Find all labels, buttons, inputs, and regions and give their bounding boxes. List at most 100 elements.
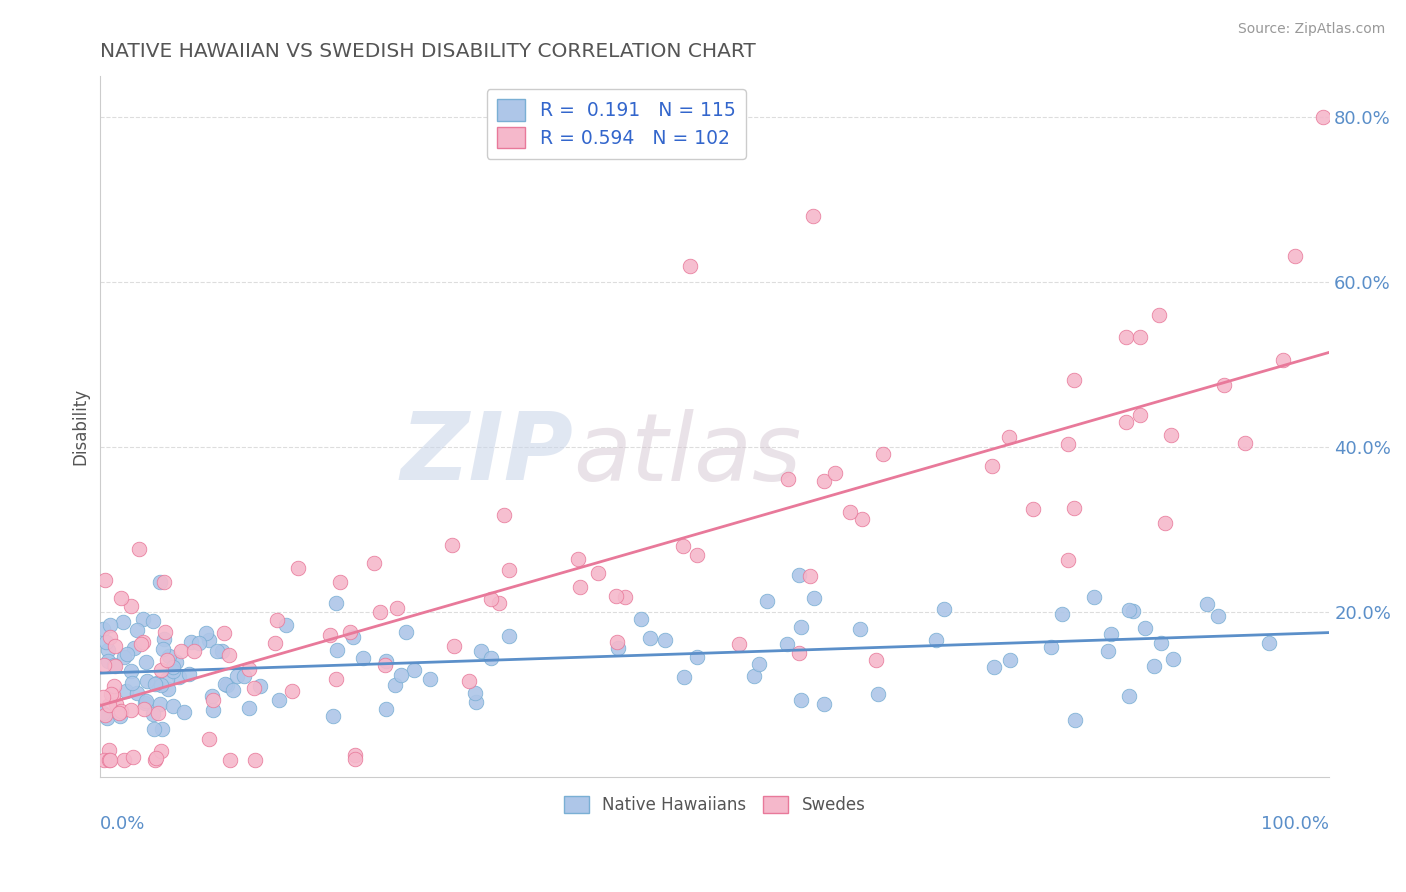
Point (686, 549, 709, 563)
Point (1208, 609, 1230, 624)
Point (143, 753, 166, 767)
Point (104, 639, 127, 653)
Point (134, 696, 156, 710)
Point (342, 630, 364, 644)
Point (198, 632, 221, 647)
Point (94, 707, 117, 722)
Point (225, 669, 247, 683)
Point (274, 618, 297, 632)
Point (162, 660, 184, 674)
Point (143, 677, 166, 691)
Point (498, 563, 520, 577)
Point (149, 678, 172, 692)
Point (1063, 374, 1085, 388)
Point (148, 697, 170, 711)
Point (606, 635, 628, 649)
Point (115, 684, 138, 698)
Point (419, 673, 441, 687)
Point (96, 711, 118, 725)
Point (103, 658, 125, 673)
Point (1163, 652, 1185, 666)
Point (243, 681, 266, 695)
Point (94, 635, 117, 649)
Point (1154, 516, 1177, 531)
Point (1050, 607, 1073, 622)
Point (443, 639, 465, 653)
Point (630, 612, 652, 626)
Point (1057, 552, 1080, 566)
Point (143, 722, 166, 736)
Point (125, 623, 148, 637)
Point (1135, 621, 1157, 635)
Point (932, 602, 955, 616)
Point (129, 637, 152, 651)
Point (1115, 329, 1137, 343)
Point (121, 676, 143, 690)
Point (222, 683, 245, 698)
Point (91, 706, 114, 721)
Point (404, 663, 426, 677)
Point (1129, 408, 1152, 422)
Point (813, 697, 835, 711)
Point (1022, 502, 1045, 516)
Point (145, 750, 167, 764)
Point (243, 753, 266, 767)
Point (787, 568, 810, 582)
Point (755, 594, 778, 608)
Point (925, 633, 948, 648)
Point (98, 753, 121, 767)
Point (586, 566, 609, 580)
Point (1147, 308, 1170, 322)
Point (319, 627, 342, 641)
Point (799, 568, 821, 582)
Point (1083, 590, 1105, 604)
Point (157, 648, 180, 663)
Point (387, 600, 409, 615)
Point (153, 632, 176, 646)
Point (1160, 428, 1182, 442)
Point (373, 658, 395, 673)
Point (389, 668, 412, 682)
Point (180, 635, 202, 649)
Point (201, 689, 224, 703)
Point (142, 706, 165, 721)
Point (266, 613, 288, 627)
Point (605, 589, 627, 603)
Point (150, 663, 173, 677)
Point (344, 748, 367, 763)
Point (249, 679, 271, 693)
Point (1271, 353, 1294, 368)
Point (215, 678, 238, 692)
Point (146, 676, 169, 690)
Point (1040, 640, 1063, 654)
Point (132, 611, 155, 625)
Point (280, 684, 302, 698)
Point (120, 703, 142, 717)
Point (998, 653, 1021, 667)
Text: NATIVE HAWAIIAN VS SWEDISH DISABILITY CORRELATION CHART: NATIVE HAWAIIAN VS SWEDISH DISABILITY CO… (100, 42, 756, 61)
Point (1149, 636, 1171, 650)
Point (790, 620, 813, 634)
Point (122, 750, 145, 764)
Point (1195, 597, 1218, 611)
Point (150, 722, 173, 736)
Point (93, 573, 115, 587)
Point (1312, 111, 1334, 125)
Point (127, 686, 149, 700)
Point (146, 706, 169, 721)
Point (269, 692, 291, 706)
Point (108, 708, 131, 723)
Point (1118, 689, 1140, 703)
Point (132, 634, 155, 648)
Point (153, 574, 176, 589)
Point (322, 709, 344, 723)
Point (1284, 249, 1306, 263)
Point (368, 605, 391, 619)
Point (384, 677, 406, 691)
Point (110, 591, 132, 606)
Point (813, 475, 835, 489)
Point (868, 687, 890, 701)
Point (156, 672, 179, 686)
Point (91, 690, 114, 704)
Point (218, 753, 240, 767)
